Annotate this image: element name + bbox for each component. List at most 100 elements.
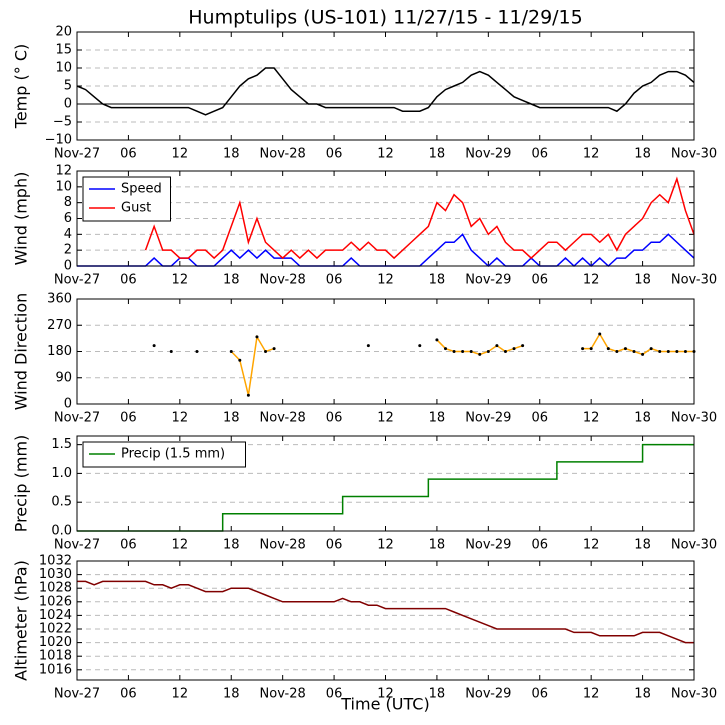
data-point	[195, 350, 199, 353]
data-point	[503, 350, 507, 353]
x-tick-label: Nov-30	[671, 147, 717, 162]
x-tick-label: 12	[377, 687, 394, 702]
y-tick-label: 0	[64, 97, 72, 112]
x-tick-label: Nov-29	[465, 147, 511, 162]
x-tick-label: 12	[583, 147, 600, 162]
x-tick-label: 12	[583, 538, 600, 553]
data-point	[255, 335, 259, 339]
x-tick-label: 18	[634, 273, 651, 288]
plot-frame	[76, 170, 695, 267]
data-point	[435, 338, 439, 342]
data-point	[246, 393, 250, 397]
y-tick-label: 1032	[39, 554, 72, 569]
data-point	[606, 347, 610, 351]
x-tick-label: Nov-27	[54, 538, 100, 553]
x-tick-label: 18	[634, 411, 651, 426]
data-line	[77, 580, 694, 644]
y-tick-label: 12	[55, 164, 72, 179]
x-tick-label: 18	[429, 687, 446, 702]
x-tick-label: Nov-28	[260, 538, 306, 553]
y-tick-label: −10	[45, 133, 72, 148]
x-tick-label: 06	[120, 538, 137, 553]
data-point	[229, 350, 233, 353]
data-point	[521, 344, 525, 348]
x-tick-label: 06	[326, 538, 343, 553]
y-tick-label: 5	[64, 79, 72, 94]
data-point	[666, 350, 670, 353]
x-tick-label: 18	[429, 538, 446, 553]
x-tick-label: 18	[223, 273, 240, 288]
y-tick-label: −5	[53, 115, 72, 130]
data-point	[469, 350, 473, 353]
data-point	[486, 350, 490, 353]
y-tick-label: 0	[64, 397, 72, 412]
x-tick-label: 06	[531, 147, 548, 162]
x-tick-label: 12	[172, 147, 189, 162]
y-tick-label: 1028	[39, 581, 72, 596]
y-tick-label: 2	[64, 243, 72, 258]
y-axis-label: Altimeter (hPa)	[12, 560, 31, 681]
y-tick-label: 270	[47, 318, 72, 333]
data-point	[272, 347, 276, 351]
y-tick-label: 1022	[39, 622, 72, 637]
x-tick-label: 06	[326, 687, 343, 702]
plot-frame	[76, 560, 695, 681]
x-tick-label: 06	[120, 273, 137, 288]
x-tick-label: Nov-30	[671, 538, 717, 553]
x-tick-label: Nov-28	[260, 147, 306, 162]
x-tick-label: 12	[377, 273, 394, 288]
data-point	[641, 352, 645, 356]
x-tick-label: 06	[120, 411, 137, 426]
x-axis-label: Time (UTC)	[340, 695, 429, 714]
x-tick-label: 06	[531, 687, 548, 702]
data-line	[144, 176, 695, 260]
data-point	[623, 347, 627, 351]
x-tick-label: Nov-28	[260, 687, 306, 702]
y-tick-label: 90	[55, 370, 72, 385]
x-tick-label: Nov-30	[671, 687, 717, 702]
y-axis-label: Temp (° C)	[12, 44, 31, 129]
y-axis-label: Precip (mm)	[12, 435, 31, 533]
y-tick-label: 1018	[39, 649, 72, 664]
data-point	[683, 350, 687, 353]
x-tick-label: Nov-28	[260, 411, 306, 426]
data-point	[169, 350, 173, 353]
x-tick-label: 12	[172, 687, 189, 702]
y-axis-label: Wind Direction	[12, 293, 31, 411]
x-tick-label: Nov-29	[465, 538, 511, 553]
data-point	[418, 344, 422, 348]
data-point	[152, 344, 156, 348]
x-tick-label: 18	[429, 411, 446, 426]
y-tick-label: 1016	[39, 662, 72, 677]
x-tick-label: 18	[223, 538, 240, 553]
legend: Speed Gust	[82, 176, 171, 222]
y-tick-label: 1030	[39, 567, 72, 582]
y-tick-label: 0.5	[51, 495, 72, 510]
x-tick-label: 18	[429, 273, 446, 288]
data-line	[230, 332, 694, 396]
data-point	[581, 347, 585, 351]
x-tick-label: 12	[172, 538, 189, 553]
chart-title: Humptulips (US-101) 11/27/15 - 11/29/15	[188, 7, 583, 29]
y-tick-label: 10	[55, 61, 72, 76]
y-tick-label: 0	[64, 259, 72, 274]
data-point	[632, 350, 636, 353]
x-tick-label: 18	[634, 687, 651, 702]
x-tick-label: 12	[583, 273, 600, 288]
data-point	[238, 358, 242, 362]
x-tick-label: Nov-27	[54, 411, 100, 426]
y-tick-label: 6	[64, 211, 72, 226]
data-point	[495, 344, 499, 348]
x-tick-label: Nov-27	[54, 147, 100, 162]
x-tick-label: 06	[531, 411, 548, 426]
data-line	[76, 67, 695, 116]
plot-frame	[76, 31, 695, 141]
plot-frame	[76, 435, 695, 532]
x-tick-label: 18	[634, 538, 651, 553]
data-point	[598, 332, 602, 336]
x-tick-label: Nov-27	[54, 273, 100, 288]
y-tick-label: 180	[47, 344, 72, 359]
x-tick-label: 06	[326, 411, 343, 426]
data-point	[461, 350, 465, 353]
y-tick-label: 20	[55, 25, 72, 40]
